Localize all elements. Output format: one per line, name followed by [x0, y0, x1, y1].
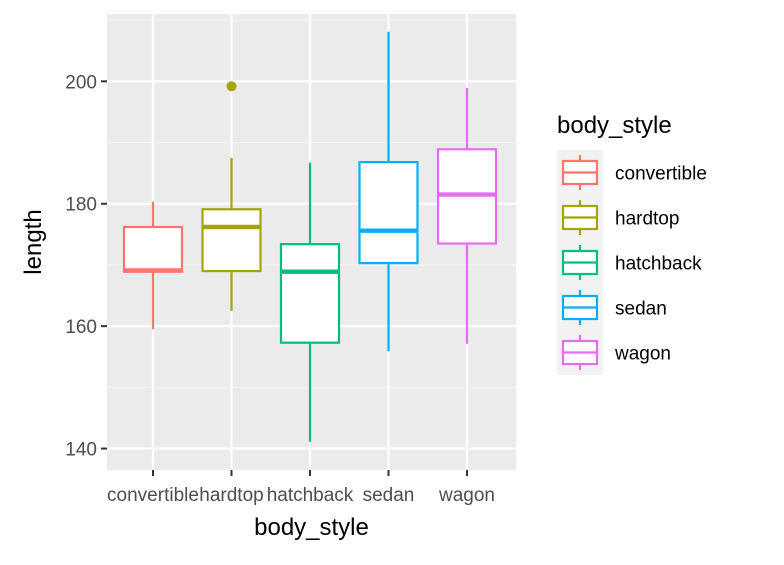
legend-label: wagon — [614, 344, 671, 365]
x-axis: convertible hardtop hatchback sedan wagon — [107, 470, 495, 506]
box-hardtop — [201, 81, 262, 311]
legend-item-wagon: wagon — [557, 330, 671, 375]
y-tick-label: 140 — [65, 440, 97, 461]
legend-items: convertible hardtop hatchback sedan wagon — [557, 150, 707, 375]
box-iqr — [279, 243, 341, 344]
box-iqr — [122, 225, 184, 273]
x-tick-label: hardtop — [199, 485, 263, 506]
box-sedan — [358, 31, 419, 352]
x-tick-label: convertible — [107, 485, 199, 506]
legend-label: hatchback — [615, 254, 702, 275]
x-tick-label: hatchback — [267, 485, 354, 506]
outlier-point — [226, 81, 237, 92]
legend-label: convertible — [615, 164, 707, 185]
y-tick-label: 180 — [65, 195, 97, 216]
boxes-layer — [122, 31, 498, 442]
legend-key — [557, 285, 603, 330]
legend-item-hardtop: hardtop — [557, 195, 679, 240]
x-tick-label: wagon — [438, 485, 495, 506]
legend-item-hatchback: hatchback — [557, 240, 702, 285]
y-axis-title: length — [20, 209, 47, 274]
legend-key — [557, 195, 603, 240]
y-tick-label: 160 — [65, 317, 97, 338]
legend-key — [557, 330, 603, 375]
legend-key — [557, 150, 603, 195]
legend-title: body_style — [557, 112, 672, 139]
legend-item-sedan: sedan — [557, 285, 667, 330]
legend-label: sedan — [615, 299, 667, 320]
legend-key — [557, 240, 603, 285]
box-iqr — [201, 208, 262, 273]
legend: body_style convertible hardtop hatchback se… — [557, 112, 707, 375]
y-tick-label: 200 — [65, 72, 97, 93]
box-iqr — [358, 161, 419, 265]
legend-label: hardtop — [615, 209, 679, 230]
legend-item-convertible: convertible — [557, 150, 707, 195]
box-hatchback — [279, 162, 341, 442]
box-convertible — [122, 201, 184, 330]
x-tick-label: sedan — [363, 485, 415, 506]
box-wagon — [436, 88, 498, 344]
x-axis-title: body_style — [254, 514, 369, 541]
y-axis: 140 160 180 200 — [65, 72, 107, 461]
